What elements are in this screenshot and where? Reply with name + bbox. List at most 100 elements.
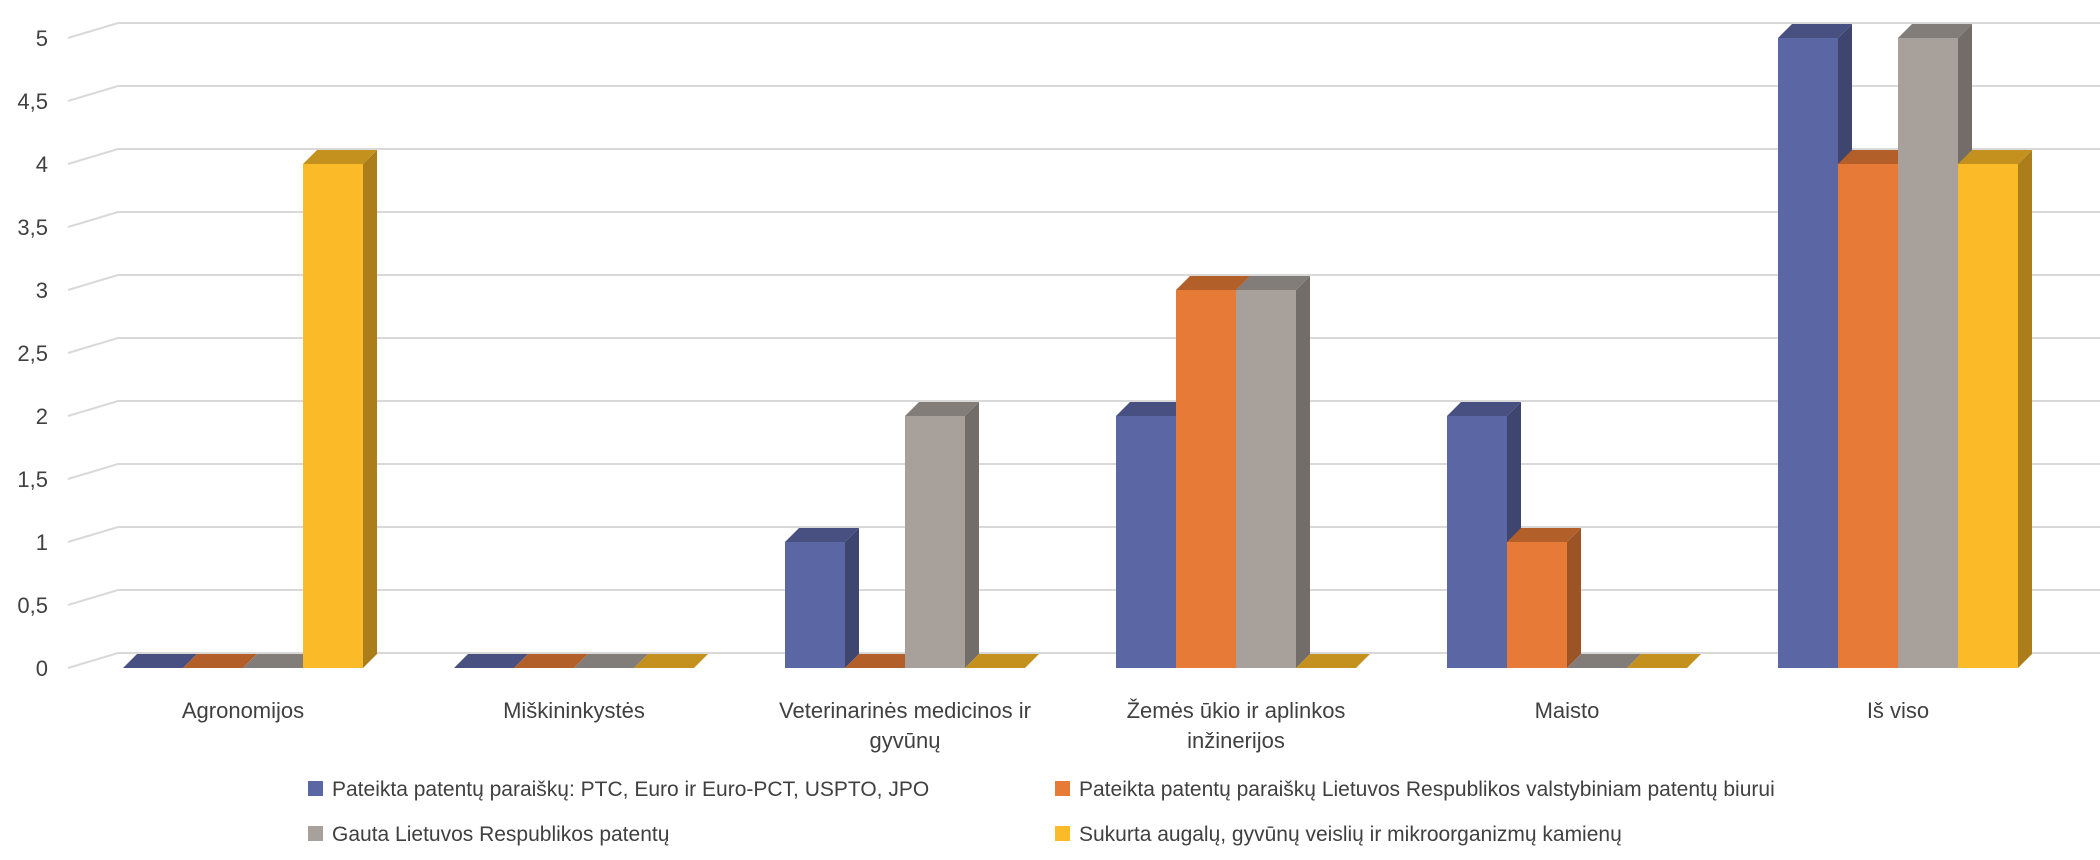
bar-top xyxy=(1958,150,2032,164)
gridline xyxy=(67,22,2100,39)
bar xyxy=(303,150,377,668)
gridline xyxy=(67,274,2100,291)
category-label: Veterinarinės medicinos ir gyvūnų xyxy=(779,698,1031,753)
category-label: Žemės ūkio ir aplinkos inžinerijos xyxy=(1127,698,1346,753)
bar-front xyxy=(1116,416,1176,668)
legend: Pateikta patentų paraiškų: PTC, Euro ir … xyxy=(308,778,1775,846)
bar xyxy=(1296,654,1370,668)
bar xyxy=(965,654,1039,668)
gridline xyxy=(67,526,2100,543)
bar-top xyxy=(183,654,257,668)
y-tick-label: 4,5 xyxy=(17,89,48,114)
bar xyxy=(574,654,648,668)
bars xyxy=(123,24,2032,668)
y-tick-label: 1 xyxy=(36,530,48,555)
bar xyxy=(514,654,588,668)
bar-front xyxy=(1236,290,1296,668)
bar-top xyxy=(785,528,859,542)
bar-top xyxy=(1838,150,1912,164)
bar-front xyxy=(1176,290,1236,668)
gridlines xyxy=(67,22,2100,669)
bar-top xyxy=(1447,402,1521,416)
bar-front xyxy=(1958,164,2018,668)
bar-top xyxy=(454,654,528,668)
bar-front xyxy=(785,542,845,668)
bar xyxy=(1958,150,2032,668)
bar-top xyxy=(1236,276,1310,290)
y-tick-label: 3 xyxy=(36,278,48,303)
bar xyxy=(1567,654,1641,668)
gridline xyxy=(67,337,2100,354)
bar-side xyxy=(2018,150,2032,668)
bar-front xyxy=(1778,38,1838,668)
bar-side xyxy=(845,528,859,668)
gridline xyxy=(67,463,2100,480)
bar-top xyxy=(123,654,197,668)
bar xyxy=(454,654,528,668)
bar xyxy=(123,654,197,668)
bar xyxy=(1447,402,1521,668)
legend-label: Gauta Lietuvos Respublikos patentų xyxy=(332,823,669,846)
bar-top xyxy=(1116,402,1190,416)
gridline xyxy=(67,400,2100,417)
bar-front xyxy=(1447,416,1507,668)
x-axis-labels: Agronomijos Miškininkystės Veterinarinės m… xyxy=(182,698,1929,753)
gridline xyxy=(67,148,2100,165)
bar xyxy=(634,654,708,668)
bar-top xyxy=(514,654,588,668)
legend-label: Sukurta augalų, gyvūnų veislių ir mikroo… xyxy=(1079,823,1622,846)
y-tick-label: 0 xyxy=(36,656,48,681)
gridline xyxy=(67,85,2100,102)
bar-front xyxy=(1507,542,1567,668)
bar-top xyxy=(574,654,648,668)
bar xyxy=(785,528,859,668)
bar xyxy=(183,654,257,668)
bar-top xyxy=(303,150,377,164)
bar-top xyxy=(965,654,1039,668)
gridline xyxy=(67,211,2100,228)
category-label: Maisto xyxy=(1535,698,1600,723)
bar-side xyxy=(965,402,979,668)
bar-side xyxy=(1296,276,1310,668)
gridline xyxy=(67,652,2100,669)
legend-swatch xyxy=(308,781,323,796)
legend-item: Pateikta patentų paraiškų: PTC, Euro ir … xyxy=(308,778,929,801)
y-tick-label: 2,5 xyxy=(17,341,48,366)
bar-front xyxy=(1838,164,1898,668)
legend-label: Pateikta patentų paraiškų Lietuvos Respu… xyxy=(1079,778,1775,801)
legend-item: Sukurta augalų, gyvūnų veislių ir mikroo… xyxy=(1055,823,1622,846)
legend-swatch xyxy=(308,826,323,841)
y-tick-label: 5 xyxy=(36,26,48,51)
bar-front xyxy=(1898,38,1958,668)
bar-top xyxy=(905,402,979,416)
legend-swatch xyxy=(1055,826,1070,841)
bar-front xyxy=(303,164,363,668)
bar-front xyxy=(905,416,965,668)
bar xyxy=(1507,528,1581,668)
bar-top xyxy=(1778,24,1852,38)
bar-top xyxy=(1567,654,1641,668)
bar-top xyxy=(845,654,919,668)
y-axis-ticks: 0 0,5 1 1,5 2 2,5 3 3,5 4 4,5 5 xyxy=(17,26,48,681)
category-label: Miškininkystės xyxy=(503,698,645,723)
bar xyxy=(905,402,979,668)
y-tick-label: 1,5 xyxy=(17,467,48,492)
bar-top xyxy=(634,654,708,668)
legend-label: Pateikta patentų paraiškų: PTC, Euro ir … xyxy=(332,778,929,801)
bar-top xyxy=(1296,654,1370,668)
bar-top xyxy=(1898,24,1972,38)
bar xyxy=(243,654,317,668)
bar-top xyxy=(1627,654,1701,668)
legend-item: Gauta Lietuvos Respublikos patentų xyxy=(308,823,669,846)
bar-side xyxy=(1567,528,1581,668)
y-tick-label: 3,5 xyxy=(17,215,48,240)
bar xyxy=(845,654,919,668)
legend-item: Pateikta patentų paraiškų Lietuvos Respu… xyxy=(1055,778,1775,801)
bar-top xyxy=(1176,276,1250,290)
y-tick-label: 2 xyxy=(36,404,48,429)
bar xyxy=(1627,654,1701,668)
y-tick-label: 4 xyxy=(36,152,48,177)
category-label: Iš viso xyxy=(1867,698,1929,723)
